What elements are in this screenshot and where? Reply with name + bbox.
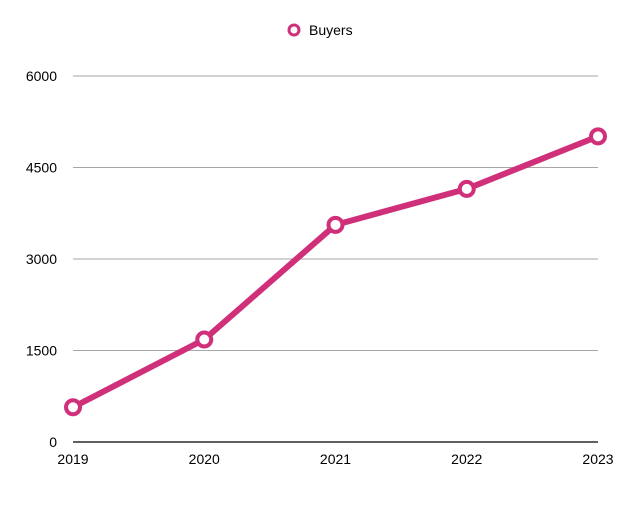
x-tick-label: 2020 — [189, 451, 220, 467]
legend-label-buyers: Buyers — [309, 22, 353, 38]
x-axis-tick-labels: 2019 2020 2021 2022 2023 — [57, 451, 613, 467]
data-point — [326, 215, 345, 234]
x-tick-label: 2023 — [582, 451, 613, 467]
legend: Buyers — [287, 22, 353, 38]
y-tick-label: 3000 — [26, 251, 57, 267]
data-point — [195, 330, 214, 349]
y-axis-tick-labels: 0 1500 3000 4500 6000 — [26, 68, 57, 450]
y-tick-label: 4500 — [26, 160, 57, 176]
data-point — [457, 179, 476, 198]
legend-marker-buyers — [287, 23, 301, 37]
x-tick-label: 2022 — [451, 451, 482, 467]
series-buyers — [64, 127, 607, 417]
y-tick-label: 6000 — [26, 68, 57, 84]
x-tick-label: 2021 — [320, 451, 351, 467]
y-tick-label: 1500 — [26, 343, 57, 359]
data-point — [589, 127, 607, 146]
y-tick-label: 0 — [49, 434, 57, 450]
x-tick-label: 2019 — [57, 451, 88, 467]
series-line — [70, 133, 601, 411]
gridlines — [73, 75, 598, 443]
data-point — [64, 398, 82, 417]
